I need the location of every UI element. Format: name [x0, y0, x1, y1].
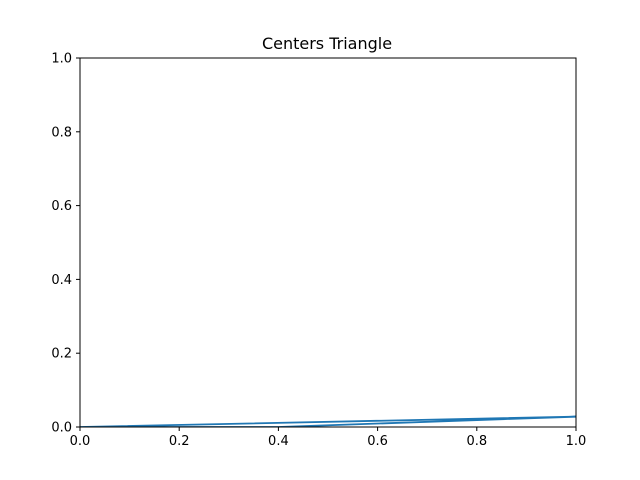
y-tick-label: 0.6 — [51, 199, 72, 214]
y-tick-label: 0.0 — [51, 421, 72, 436]
x-tick-label: 0.8 — [466, 434, 487, 449]
x-tick-label: 0.4 — [268, 434, 289, 449]
axes-frame — [79, 57, 577, 428]
y-tick-label: 0.4 — [51, 273, 72, 288]
chart-title: Centers Triangle — [262, 34, 392, 53]
y-tick-label: 0.2 — [51, 347, 72, 362]
axis-ticks: 0.0 0.2 0.4 0.6 0.8 1.0 0.0 0.2 0.4 0.6 0.8 1.0 — [51, 52, 586, 450]
series-line-0 — [80, 415, 576, 427]
y-tick-label: 0.8 — [51, 125, 72, 140]
y-tick-label: 1.0 — [51, 52, 72, 67]
x-tick-label: 0.6 — [367, 434, 388, 449]
x-tick-label: 0.2 — [169, 434, 190, 449]
plot-area — [80, 415, 576, 427]
x-tick-label: 1.0 — [566, 434, 587, 449]
x-tick-label: 0.0 — [70, 434, 91, 449]
